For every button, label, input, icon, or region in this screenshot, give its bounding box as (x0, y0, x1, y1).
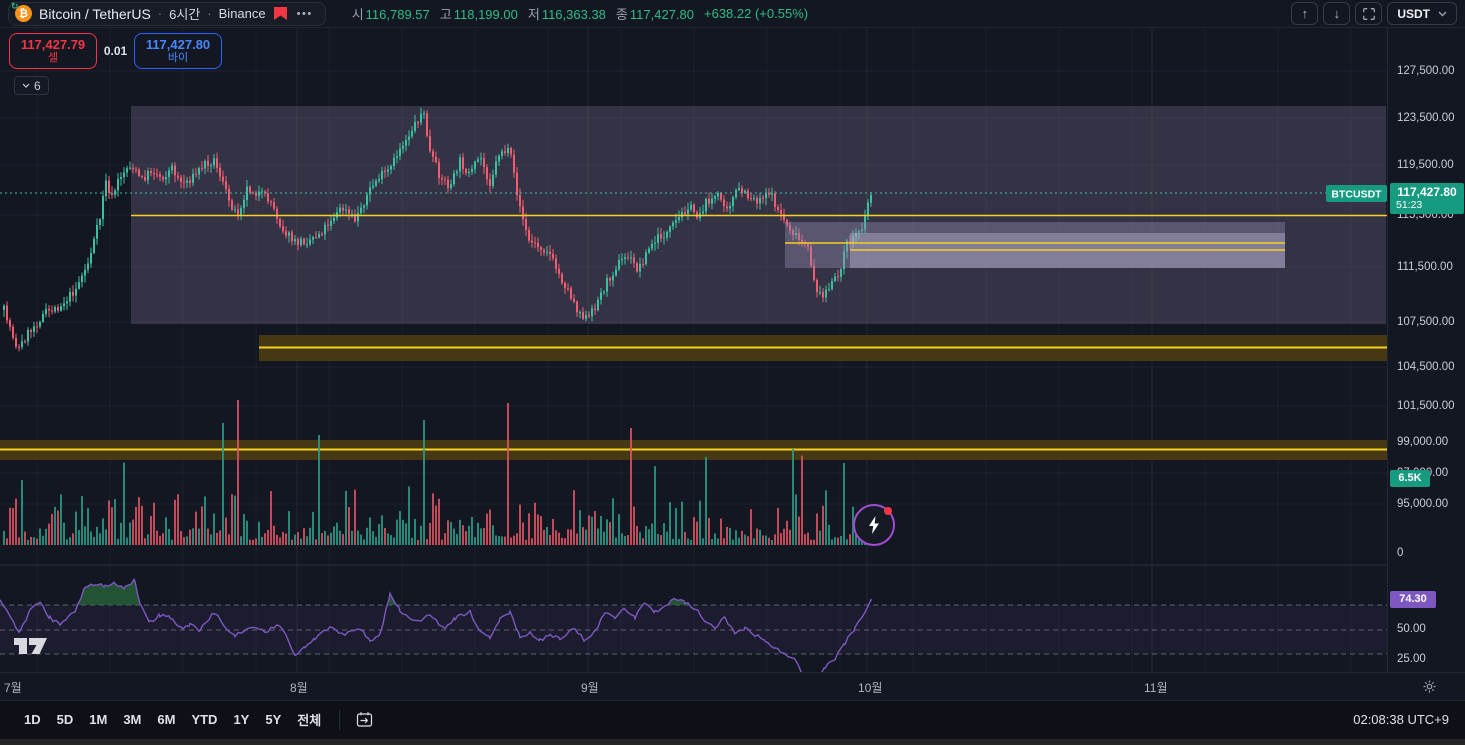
high-label: 고 (439, 7, 452, 22)
candlestick-chart[interactable]: BTCUSDT (0, 28, 1387, 672)
buy-label: 바이 (167, 52, 189, 64)
month-label: 11월 (1144, 681, 1168, 695)
change-value: +638.22 (+0.55%) (704, 6, 809, 21)
range-button-전체[interactable]: 전체 (297, 713, 322, 728)
open-label: 시 (351, 7, 364, 22)
last-price-badge: 117,427.80 51:23 (1390, 183, 1464, 214)
last-price-value: 117,427.80 (1397, 185, 1457, 199)
object-tree-collapse-button[interactable]: 6 (14, 76, 49, 95)
lightning-icon (869, 516, 879, 534)
price-axis[interactable]: 127,500.00 123,500.00 119,500.00 115,500.00… (1387, 28, 1465, 672)
bottom-strip (0, 738, 1465, 745)
broker-flag-icon (273, 6, 288, 21)
range-button-5y[interactable]: 5Y (265, 712, 282, 727)
range-button-6m[interactable]: 6M (157, 712, 176, 727)
close-value: 117,427.80 (629, 7, 694, 22)
month-label: 10월 (858, 681, 883, 695)
go-to-date-button[interactable] (350, 708, 379, 731)
session-clock[interactable]: 02:08:38 UTC+9 (1353, 712, 1449, 727)
axis-tick-label: 104,500.00 (1397, 361, 1455, 373)
sell-label: 셀 (47, 52, 59, 64)
buy-price: 117,427.80 (145, 37, 211, 52)
axis-tick-label: 50.00 (1397, 623, 1426, 635)
exchange-label: Binance (218, 6, 266, 21)
range-button-3m[interactable]: 3M (123, 712, 142, 727)
range-button-1d[interactable]: 1D (24, 712, 41, 727)
symbol-axis-badge: BTCUSDT (1331, 189, 1382, 201)
range-button-5d[interactable]: 5D (56, 712, 74, 727)
rsi-value-badge: 74.30 (1390, 591, 1436, 608)
buy-button[interactable]: 117,427.80 바이 (134, 33, 222, 69)
axis-tick-label: 99,000.00 (1397, 436, 1449, 448)
separator-dot: · (207, 6, 212, 21)
scroll-up-button[interactable]: ↑ (1291, 2, 1319, 25)
high-value: 118,199.00 (453, 7, 518, 22)
chart-canvas[interactable]: BTCUSDT 117,427.79 셀 0.01 117,427.80 바이 … (0, 28, 1387, 672)
low-value: 116,363.38 (541, 7, 606, 22)
go-to-date-icon (357, 712, 373, 727)
symbol-group[interactable]: ₿ ↻ Bitcoin / TetherUS · 6시간 · Binance ••… (8, 1, 326, 26)
timezone-settings-icon[interactable] (1422, 679, 1437, 699)
axis-tick-label: 127,500.00 (1397, 65, 1455, 77)
separator-dot: · (157, 6, 163, 21)
range-button-1m[interactable]: 1M (89, 712, 108, 727)
currency-value: USDT (1397, 6, 1430, 21)
bitcoin-logo-icon: ₿ ↻ (11, 1, 32, 22)
flash-ideas-button[interactable] (853, 504, 895, 546)
time-axis[interactable]: 7월 8월 9월 10월 11월 (0, 672, 1465, 700)
order-panel: 117,427.79 셀 0.01 117,427.80 바이 (9, 33, 222, 69)
low-label: 저 (527, 7, 540, 22)
axis-tick-label: 25.00 (1397, 653, 1426, 665)
month-label: 9월 (581, 681, 599, 695)
top-toolbar: ₿ ↻ Bitcoin / TetherUS · 6시간 · Binance ••… (0, 0, 1465, 28)
spread-value: 0.01 (103, 44, 128, 58)
volume-badge: 6.5K (1390, 470, 1430, 487)
toolbar-divider (339, 709, 341, 730)
fullscreen-icon (1363, 7, 1375, 20)
sell-price: 117,427.79 (20, 37, 86, 52)
chevron-down-icon (22, 83, 30, 88)
ohlc-readout: 시 116,789.57 고 118,199.00 저 116,363.38 종 117… (352, 4, 808, 23)
bottom-toolbar: 1D 5D 1M 3M 6M YTD 1Y 5Y 전체 02:08:38 UTC+9 (0, 700, 1465, 738)
axis-tick-label: 0 (1397, 547, 1404, 559)
interval-button[interactable]: 6시간 (169, 7, 201, 22)
range-button-1y[interactable]: 1Y (233, 712, 250, 727)
axis-tick-label: 95,000.00 (1397, 498, 1449, 510)
symbol-title[interactable]: Bitcoin / TetherUS (39, 5, 151, 22)
month-label: 8월 (290, 681, 308, 695)
chevron-down-icon (1438, 11, 1447, 16)
range-button-ytd[interactable]: YTD (191, 712, 218, 727)
symbol-swap-icon: ↻ (11, 1, 19, 11)
tradingview-logo[interactable] (14, 634, 50, 661)
notification-dot (884, 507, 892, 515)
axis-tick-label: 107,500.00 (1397, 316, 1455, 328)
more-menu-button[interactable]: ••• (296, 7, 313, 20)
axis-tick-label: 101,500.00 (1397, 400, 1455, 412)
close-label: 종 (615, 7, 628, 22)
scroll-down-button[interactable]: ↓ (1323, 2, 1351, 25)
open-value: 116,789.57 (365, 7, 430, 22)
month-label: 7월 (4, 681, 22, 695)
bar-countdown: 51:23 (1396, 199, 1423, 211)
axis-tick-label: 111,500.00 (1397, 261, 1453, 273)
axis-tick-label: 119,500.00 (1397, 159, 1454, 171)
axis-tick-label: 123,500.00 (1397, 112, 1455, 124)
objects-count: 6 (34, 78, 41, 93)
fullscreen-button[interactable] (1355, 2, 1383, 25)
currency-dropdown[interactable]: USDT (1387, 2, 1457, 25)
sell-button[interactable]: 117,427.79 셀 (9, 33, 97, 69)
